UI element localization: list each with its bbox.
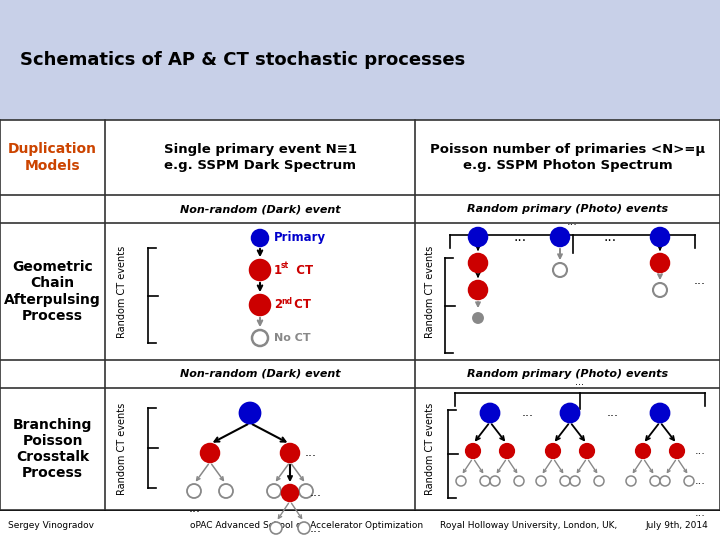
Text: Sergey Vinogradov: Sergey Vinogradov xyxy=(8,521,94,530)
Text: ...: ... xyxy=(695,446,706,456)
Circle shape xyxy=(201,444,219,462)
Text: ...: ... xyxy=(567,217,578,227)
Circle shape xyxy=(500,444,514,458)
Text: 1: 1 xyxy=(274,264,282,276)
Text: Branching
Poisson
Crosstalk
Process: Branching Poisson Crosstalk Process xyxy=(13,418,92,480)
Circle shape xyxy=(546,444,560,458)
Circle shape xyxy=(250,295,270,315)
Circle shape xyxy=(480,476,490,486)
Circle shape xyxy=(240,403,260,423)
Text: ...: ... xyxy=(522,407,534,420)
Circle shape xyxy=(660,476,670,486)
Text: ...: ... xyxy=(310,522,322,535)
Circle shape xyxy=(219,484,233,498)
Text: ...: ... xyxy=(695,476,706,486)
Circle shape xyxy=(252,230,268,246)
Circle shape xyxy=(653,283,667,297)
Text: Schematics of AP & CT stochastic processes: Schematics of AP & CT stochastic process… xyxy=(20,51,465,69)
Circle shape xyxy=(514,476,524,486)
Text: Poisson number of primaries <N>=μ
e.g. SSPM Photon Spectrum: Poisson number of primaries <N>=μ e.g. S… xyxy=(430,144,705,172)
Text: ...: ... xyxy=(305,447,317,460)
Circle shape xyxy=(650,476,660,486)
Text: CT: CT xyxy=(288,264,313,276)
FancyBboxPatch shape xyxy=(0,0,720,120)
Circle shape xyxy=(281,444,299,462)
Circle shape xyxy=(551,228,569,246)
Text: Non-random (Dark) event: Non-random (Dark) event xyxy=(180,369,341,379)
Circle shape xyxy=(636,444,650,458)
Circle shape xyxy=(298,522,310,534)
Circle shape xyxy=(469,254,487,272)
Text: July 9th, 2014: July 9th, 2014 xyxy=(645,521,708,530)
Text: Primary: Primary xyxy=(274,232,326,245)
Circle shape xyxy=(469,228,487,246)
Text: Royal Holloway University, London, UK,: Royal Holloway University, London, UK, xyxy=(440,521,617,530)
Text: ...: ... xyxy=(695,508,706,518)
Text: st: st xyxy=(281,261,289,271)
Text: Random CT events: Random CT events xyxy=(117,245,127,338)
Circle shape xyxy=(252,330,268,346)
Circle shape xyxy=(187,484,201,498)
Circle shape xyxy=(626,476,636,486)
Circle shape xyxy=(670,444,684,458)
Circle shape xyxy=(282,485,298,501)
Text: nd: nd xyxy=(281,296,292,306)
Text: Random CT events: Random CT events xyxy=(425,403,435,495)
Circle shape xyxy=(594,476,604,486)
Text: No CT: No CT xyxy=(274,333,310,343)
Circle shape xyxy=(267,484,281,498)
Circle shape xyxy=(570,476,580,486)
Text: ...: ... xyxy=(607,407,619,420)
Text: CT: CT xyxy=(290,299,311,312)
Circle shape xyxy=(553,263,567,277)
Circle shape xyxy=(651,254,669,272)
Text: Random primary (Photo) events: Random primary (Photo) events xyxy=(467,204,668,214)
Text: ...: ... xyxy=(310,487,322,500)
Circle shape xyxy=(250,260,270,280)
Text: Random CT events: Random CT events xyxy=(117,403,127,495)
Text: ...: ... xyxy=(189,502,201,515)
Circle shape xyxy=(270,522,282,534)
Text: 2: 2 xyxy=(274,299,282,312)
Circle shape xyxy=(651,228,669,246)
Text: ...: ... xyxy=(575,377,585,387)
Text: ...: ... xyxy=(513,230,526,244)
Circle shape xyxy=(466,444,480,458)
Circle shape xyxy=(536,476,546,486)
Circle shape xyxy=(456,476,466,486)
Text: Random primary (Photo) events: Random primary (Photo) events xyxy=(467,369,668,379)
Circle shape xyxy=(299,484,313,498)
Circle shape xyxy=(469,281,487,299)
Text: Non-random (Dark) event: Non-random (Dark) event xyxy=(180,204,341,214)
Text: Geometric
Chain
Afterpulsing
Process: Geometric Chain Afterpulsing Process xyxy=(4,260,101,323)
Text: ...: ... xyxy=(603,230,616,244)
Circle shape xyxy=(561,404,579,422)
Text: Random CT events: Random CT events xyxy=(425,245,435,338)
FancyBboxPatch shape xyxy=(415,0,720,120)
Circle shape xyxy=(481,404,499,422)
Circle shape xyxy=(471,311,485,325)
Text: oPAC Advanced School on Accelerator Optimization: oPAC Advanced School on Accelerator Opti… xyxy=(190,521,423,530)
Circle shape xyxy=(490,476,500,486)
Circle shape xyxy=(580,444,594,458)
Circle shape xyxy=(560,476,570,486)
Text: Duplication
Models: Duplication Models xyxy=(8,143,97,173)
Circle shape xyxy=(651,404,669,422)
Text: Single primary event N≡1
e.g. SSPM Dark Spectrum: Single primary event N≡1 e.g. SSPM Dark … xyxy=(163,144,356,172)
Text: ...: ... xyxy=(694,273,706,287)
Circle shape xyxy=(684,476,694,486)
